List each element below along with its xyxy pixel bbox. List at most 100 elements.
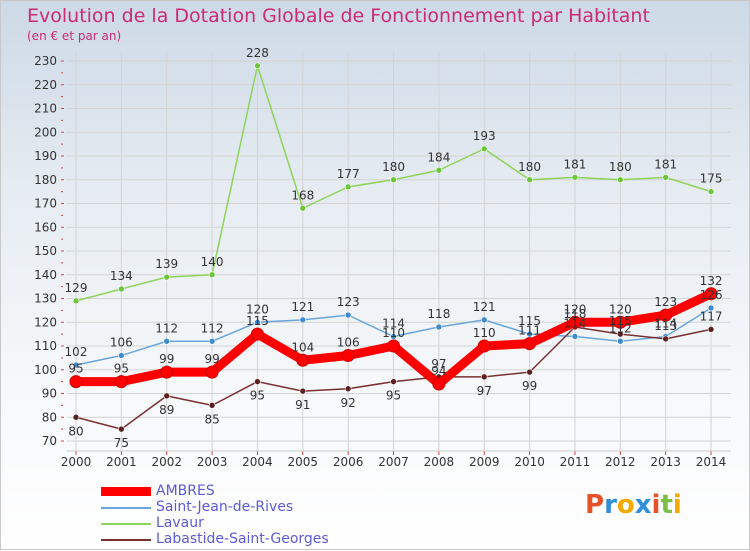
grid-layer — [67, 51, 731, 451]
point-labastide-saint-georges — [72, 413, 80, 421]
data-label-labastide-saint-georges: 97 — [477, 384, 492, 398]
data-label-labastide-saint-georges: 80 — [68, 424, 83, 438]
data-label-saint-jean-de-rives: 121 — [291, 300, 314, 314]
data-label-saint-jean-de-rives: 112 — [155, 321, 178, 335]
x-tick-label: 2004 — [242, 455, 273, 469]
point-lavaur — [662, 174, 669, 181]
y-tick-label: 210 — [34, 102, 57, 116]
legend-item-saint-jean-de-rives[interactable]: Saint-Jean-de-Rives — [101, 499, 361, 516]
y-tick-label: 110 — [34, 339, 57, 353]
point-ambres — [341, 349, 355, 362]
point-ambres — [432, 377, 446, 391]
point-lavaur — [344, 183, 352, 191]
x-tick-label: 2005 — [288, 455, 319, 469]
data-label-saint-jean-de-rives: 112 — [609, 321, 632, 335]
x-tick-label: 2010 — [514, 455, 545, 469]
y-tick-label: 170 — [34, 197, 57, 211]
x-tick-label: 2008 — [424, 455, 455, 469]
data-label-labastide-saint-georges: 95 — [386, 389, 401, 403]
point-saint-jean-de-rives — [617, 337, 624, 345]
logo-letter: o — [616, 490, 635, 520]
x-tick-label: 2002 — [151, 455, 182, 469]
point-ambres — [296, 353, 310, 367]
point-ambres — [613, 315, 627, 329]
data-label-labastide-saint-georges: 95 — [250, 389, 265, 403]
logo-letter: P — [585, 490, 605, 520]
data-label-lavaur: 168 — [291, 188, 314, 202]
chart-title: Evolution de la Dotation Globale de Fonc… — [27, 5, 650, 27]
point-lavaur — [571, 174, 579, 181]
legend-item-labastide-saint-georges[interactable]: Labastide-Saint-Georges — [101, 531, 361, 548]
x-tick-label: 2014 — [696, 455, 727, 469]
logo-letter: i — [651, 490, 661, 520]
data-label-labastide-saint-georges: 91 — [295, 398, 310, 412]
data-label-lavaur: 129 — [65, 281, 88, 295]
point-ambres — [250, 327, 264, 341]
x-tick-label: 2012 — [605, 455, 636, 469]
x-tick-label: 2003 — [197, 455, 228, 469]
point-ambres — [160, 365, 174, 379]
axis-layer: 7080901001101201301401501601701801902002… — [34, 54, 731, 469]
chart-subtitle: (en € et par an) — [27, 29, 122, 43]
point-labastide-saint-georges — [662, 335, 669, 343]
point-saint-jean-de-rives — [72, 361, 80, 369]
point-saint-jean-de-rives — [118, 352, 125, 359]
y-tick-label: 70 — [42, 434, 57, 448]
data-label-lavaur: 177 — [337, 167, 360, 181]
data-label-labastide-saint-georges: 85 — [204, 412, 219, 426]
legend-label: Lavaur — [156, 515, 204, 531]
point-saint-jean-de-rives — [435, 323, 443, 331]
y-tick-label: 90 — [42, 387, 57, 401]
y-tick-label: 230 — [34, 54, 57, 68]
point-labastide-saint-georges — [254, 378, 261, 385]
point-labastide-saint-georges — [390, 378, 397, 385]
data-label-lavaur: 184 — [427, 150, 450, 164]
data-label-lavaur: 139 — [155, 257, 178, 271]
point-lavaur — [435, 166, 443, 174]
data-label-saint-jean-de-rives: 114 — [654, 317, 677, 331]
point-lavaur — [707, 188, 715, 195]
data-label-layer: 129 134 139 140 228 168 177 180 184 193 180 181 180 1… — [65, 46, 723, 450]
point-labastide-saint-georges — [118, 425, 125, 433]
data-label-ambres: 111 — [518, 324, 541, 338]
data-label-lavaur: 193 — [473, 129, 496, 143]
point-ambres — [205, 365, 219, 379]
point-labastide-saint-georges — [299, 387, 307, 395]
legend-label: Labastide-Saint-Georges — [156, 531, 329, 547]
data-label-ambres: 115 — [246, 314, 269, 328]
logo-letter: x — [634, 490, 652, 520]
data-label-ambres: 99 — [159, 352, 174, 366]
point-lavaur — [208, 271, 216, 279]
point-ambres — [477, 339, 491, 353]
data-label-ambres: 99 — [204, 352, 219, 366]
point-lavaur — [390, 176, 397, 184]
data-label-labastide-saint-georges: 118 — [564, 307, 587, 321]
point-saint-jean-de-rives — [208, 337, 216, 345]
x-tick-label: 2000 — [61, 455, 92, 469]
data-label-labastide-saint-georges: 115 — [609, 314, 632, 328]
legend-swatch — [101, 523, 151, 525]
data-label-labastide-saint-georges: 113 — [654, 319, 677, 333]
data-label-lavaur: 180 — [609, 160, 632, 174]
data-label-labastide-saint-georges: 92 — [341, 396, 356, 410]
x-tick-label: 2013 — [650, 455, 681, 469]
point-labastide-saint-georges — [163, 392, 171, 400]
data-label-ambres: 104 — [291, 340, 314, 354]
data-label-ambres: 123 — [654, 295, 677, 309]
data-label-ambres: 95 — [114, 362, 129, 376]
legend-label: AMBRES — [156, 483, 215, 499]
data-label-lavaur: 140 — [201, 255, 224, 269]
point-saint-jean-de-rives — [163, 337, 171, 345]
data-label-labastide-saint-georges: 117 — [700, 309, 723, 323]
data-label-ambres: 110 — [473, 326, 496, 340]
data-label-saint-jean-de-rives: 114 — [382, 317, 405, 331]
y-tick-label: 190 — [34, 149, 57, 163]
data-label-saint-jean-de-rives: 118 — [427, 307, 450, 321]
y-tick-label: 120 — [34, 315, 57, 329]
legend-item-ambres[interactable]: AMBRES — [101, 483, 361, 500]
point-saint-jean-de-rives — [299, 316, 307, 324]
legend-swatch — [101, 539, 151, 541]
legend-item-lavaur[interactable]: Lavaur — [101, 515, 361, 532]
point-saint-jean-de-rives — [707, 304, 715, 312]
